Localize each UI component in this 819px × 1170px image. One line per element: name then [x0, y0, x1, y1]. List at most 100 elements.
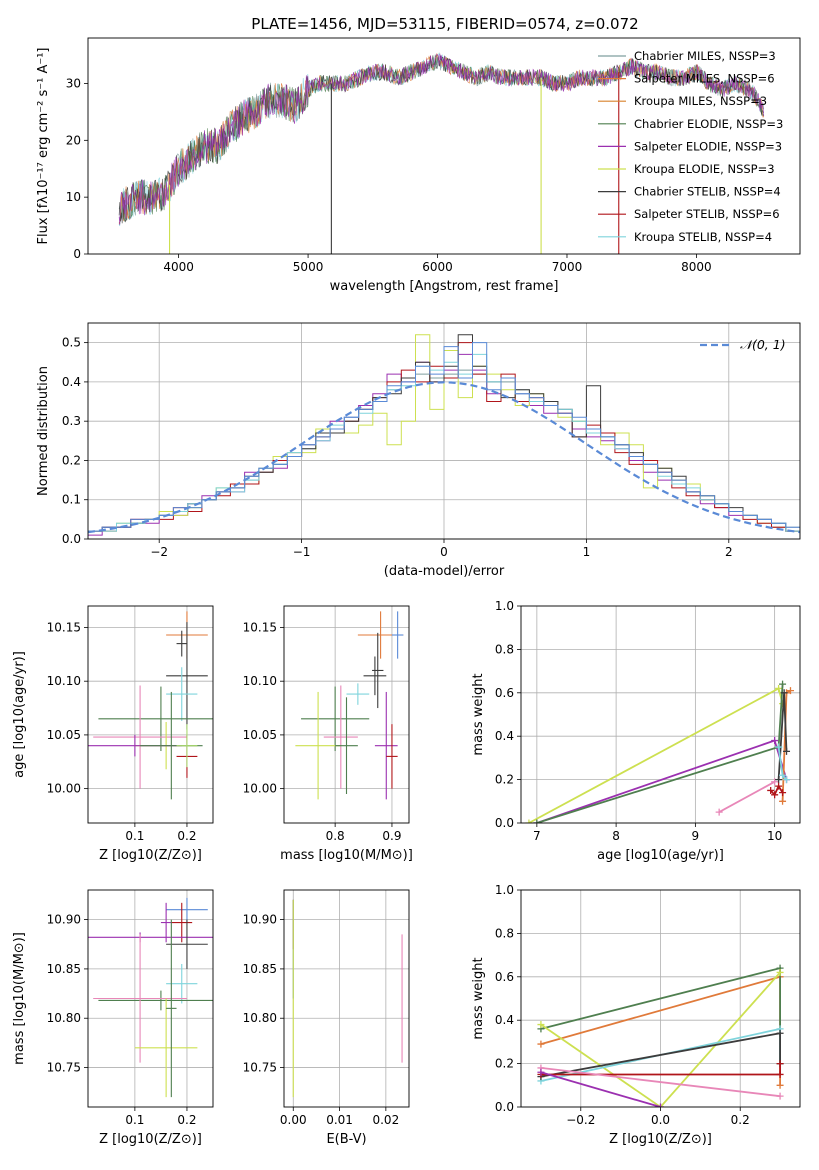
weight-marker	[783, 776, 791, 784]
errorbar-point	[160, 902, 172, 943]
axes-frame	[520, 889, 801, 1108]
x-tick-label: 0.8	[326, 829, 345, 843]
errorbar-point	[295, 691, 341, 800]
weight-marker	[776, 1029, 784, 1037]
weight-line	[540, 971, 781, 1107]
errorbar-point	[335, 697, 358, 794]
errorbar-point	[166, 919, 177, 1098]
panel-spectrum: 4000 5000 6000 7000 8000 0 10 20 30 wavelength [A…	[36, 37, 801, 294]
weight-marker	[775, 782, 783, 790]
weight-line	[770, 784, 784, 797]
y-tick-label: 10.10	[243, 674, 277, 688]
axes-frame	[87, 605, 214, 824]
weight-marker	[657, 1103, 664, 1107]
weight-marker	[779, 789, 787, 797]
plot-area-residuals	[88, 334, 800, 539]
panel-mass_vs_z: 0.1 0.2 10.75 10.80 10.85 10.90 Z [log10(Z/Z⊙)…	[12, 889, 214, 1147]
weight-marker	[776, 1092, 784, 1100]
x-tick-label: 1	[583, 545, 591, 559]
weight-marker	[776, 1081, 784, 1089]
weight-marker	[767, 786, 775, 794]
axes-frame	[283, 889, 410, 1108]
y-tick-label: 0.6	[495, 970, 514, 984]
x-tick-label: 2	[725, 545, 733, 559]
x-axis-label: age [log10(age/yr)]	[597, 848, 724, 863]
y-tick-label: 0.2	[495, 773, 514, 787]
y-tick-label: 10.80	[47, 1011, 81, 1025]
panel-weight_vs_age: 7 8 9 10 0.0 0.2 0.4 0.6 0.8 1.0 age [log10(age/yr…	[471, 599, 801, 863]
y-tick-label: 1.0	[495, 599, 514, 613]
errorbar-point	[176, 724, 198, 768]
legend-label: Chabrier ELODIE, NSSP=3	[634, 117, 783, 131]
legend-label: Salpeter STELIB, NSSP=6	[634, 207, 780, 221]
y-tick-label: 0.8	[495, 926, 514, 940]
y-tick-label: 10.05	[47, 728, 81, 742]
weight-marker	[537, 1068, 545, 1076]
weight-marker	[525, 819, 533, 823]
weight-marker	[779, 680, 787, 688]
y-tick-label: 0.1	[62, 493, 81, 507]
y-tick-label: 0.4	[62, 375, 81, 389]
x-tick-label: 0.1	[125, 1113, 144, 1127]
errorbar-point	[93, 685, 187, 789]
legend-label: Salpeter ELODIE, NSSP=3	[634, 139, 782, 153]
x-axis-label: mass [log10(M/M⊙)]	[280, 848, 413, 863]
weight-marker	[715, 808, 723, 816]
y-tick-label: 10.05	[243, 728, 277, 742]
errorbar-point	[134, 998, 198, 1098]
errorbar-point	[391, 611, 404, 659]
y-tick-label: 10.00	[243, 782, 277, 796]
weight-line	[540, 1067, 781, 1098]
x-axis-label: (data-model)/error	[384, 564, 505, 579]
plot-area-spectrum	[118, 51, 765, 254]
x-tick-label: 9	[692, 829, 700, 843]
legend-label: Kroupa MILES, NSSP=3	[634, 94, 767, 108]
errorbar-point	[171, 902, 193, 943]
x-tick-label: 0.02	[372, 1113, 399, 1127]
legend-label: Salpeter MILES, NSSP=6	[634, 72, 775, 86]
x-tick-label: 0.1	[125, 829, 144, 843]
y-axis-label: mass weight	[471, 957, 486, 1039]
y-tick-label: 0.4	[495, 1013, 514, 1027]
weight-marker	[783, 747, 791, 755]
y-tick-label: 0.2	[62, 453, 81, 467]
errorbar-point	[374, 691, 398, 800]
y-axis-label: mass [log10(M/M⊙)]	[12, 932, 27, 1065]
y-axis-label: Flux [fλ10⁻¹⁷ erg cm⁻² s⁻¹ A⁻¹]	[36, 48, 51, 245]
x-tick-label: 0.0	[651, 1113, 670, 1127]
legend-label: Chabrier MILES, NSSP=3	[634, 49, 776, 63]
x-tick-label: 8000	[681, 260, 712, 274]
panel-age_vs_z: 0.1 0.2 10.00 10.05 10.10 10.15 Z [log10(Z/Z⊙)…	[12, 605, 214, 863]
plot-area-mass_vs_z	[88, 897, 213, 1098]
errorbar-point	[98, 686, 213, 752]
weight-marker	[776, 1060, 784, 1068]
errorbar-point	[93, 934, 187, 1063]
y-tick-label: 10.10	[47, 674, 81, 688]
gaussian-curve	[88, 381, 800, 534]
y-tick-label: 0.5	[62, 336, 81, 350]
x-tick-label: −1	[293, 545, 311, 559]
y-tick-label: 0.2	[495, 1057, 514, 1071]
y-tick-label: 20	[66, 133, 81, 147]
axes-frame	[283, 605, 410, 824]
y-tick-label: 10.80	[243, 1011, 277, 1025]
x-tick-label: 0	[440, 545, 448, 559]
plot-area-age_vs_z	[88, 611, 213, 800]
errorbar-point	[166, 622, 208, 730]
weight-marker	[771, 791, 779, 799]
y-axis-label: mass weight	[471, 673, 486, 755]
errorbar-point	[372, 632, 384, 709]
weight-marker	[775, 743, 783, 751]
x-tick-label: 0.01	[326, 1113, 353, 1127]
errorbar-point	[301, 686, 370, 752]
errorbar-point	[176, 630, 187, 657]
plot-area-age_vs_mass	[295, 611, 404, 800]
x-tick-label: 0.9	[382, 829, 401, 843]
y-tick-label: 10.75	[47, 1061, 81, 1075]
y-tick-label: 10.15	[243, 620, 277, 634]
errorbar-point	[166, 897, 208, 922]
plot-area-weight_vs_z	[537, 964, 784, 1107]
x-tick-label: −0.2	[566, 1113, 595, 1127]
y-tick-label: 0.6	[495, 686, 514, 700]
